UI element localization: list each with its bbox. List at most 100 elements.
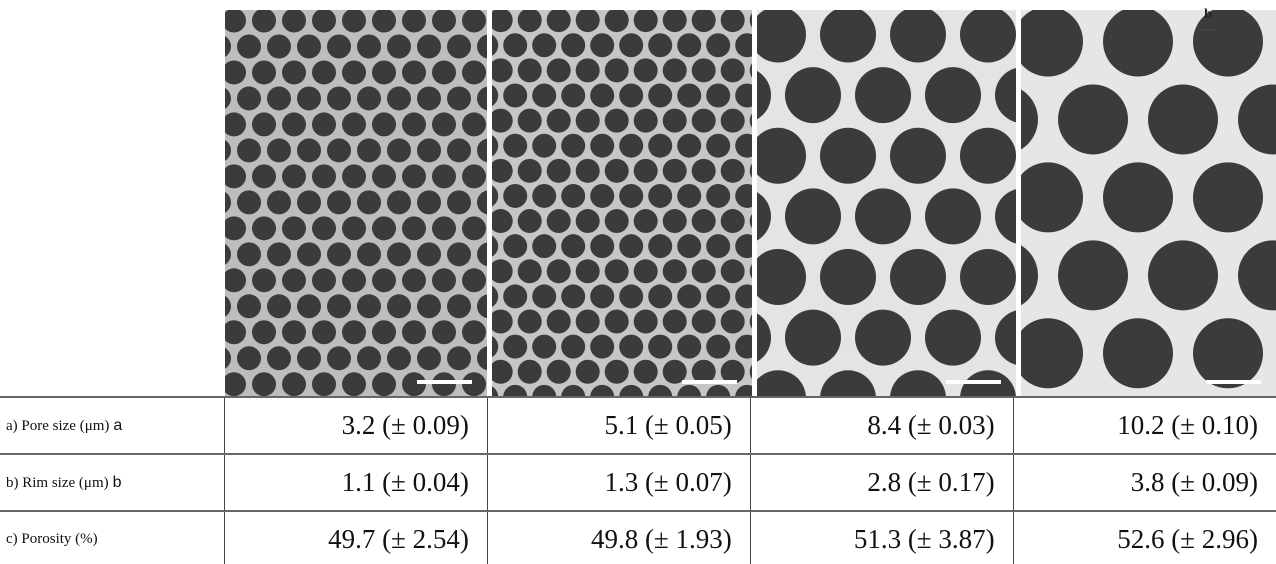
pore: [387, 34, 411, 58]
pore: [402, 268, 426, 292]
pore: [785, 188, 841, 244]
row-label: b) Rim size (μm): [6, 475, 109, 491]
sem-panel: [192, 0, 531, 396]
pore: [1013, 7, 1083, 77]
pore: [447, 86, 471, 110]
pore: [387, 294, 411, 318]
pore: [489, 360, 513, 384]
pore: [357, 86, 381, 110]
pore: [417, 190, 441, 214]
pore: [357, 242, 381, 266]
pore: [820, 249, 876, 305]
value-cell: 51.3 (± 3.87): [750, 511, 1013, 564]
pore: [297, 34, 321, 58]
pore: [489, 259, 513, 283]
pore: [605, 109, 629, 133]
table-row: c) Porosity (%)49.7 (± 2.54)49.8 (± 1.93…: [0, 511, 1276, 564]
pore: [252, 372, 276, 396]
pore: [619, 335, 643, 359]
row-label: c) Porosity (%): [6, 531, 98, 547]
pore: [503, 83, 527, 107]
pore: [1193, 162, 1263, 232]
pore: [619, 234, 643, 258]
pore: [432, 112, 456, 136]
pore: [1013, 162, 1083, 232]
pore: [1013, 318, 1083, 388]
pore: [855, 310, 911, 366]
pore: [855, 67, 911, 123]
pore: [735, 0, 759, 7]
pore: [721, 209, 745, 233]
pore: [372, 216, 396, 240]
pore: [663, 310, 687, 334]
pore: [462, 60, 486, 84]
pore: [432, 268, 456, 292]
pore: [518, 310, 542, 334]
pore: [855, 188, 911, 244]
pore: [561, 234, 585, 258]
pore: [432, 320, 456, 344]
pore: [417, 0, 441, 7]
pore: [462, 164, 486, 188]
pore: [677, 134, 701, 158]
pore: [402, 60, 426, 84]
value-cell: 3.2 (± 0.09): [225, 397, 488, 454]
pore: [677, 0, 701, 7]
pore: [282, 216, 306, 240]
pore: [432, 216, 456, 240]
pore: [222, 60, 246, 84]
pore: [960, 128, 1016, 184]
pore: [547, 58, 571, 82]
pore: [750, 249, 806, 305]
pore: [207, 346, 231, 370]
pore: [590, 33, 614, 57]
pore: [785, 67, 841, 123]
pore: [297, 242, 321, 266]
pore: [750, 7, 806, 63]
pore: [207, 0, 231, 7]
row-marker: a: [113, 417, 122, 434]
value-cell: 8.4 (± 0.03): [750, 397, 1013, 454]
pore: [462, 320, 486, 344]
pore: [462, 268, 486, 292]
pore: [342, 60, 366, 84]
pore: [1193, 318, 1263, 388]
pore: [312, 216, 336, 240]
pore: [192, 164, 216, 188]
pore: [576, 8, 600, 32]
pore: [237, 242, 261, 266]
pore: [282, 320, 306, 344]
pore: [222, 268, 246, 292]
value-cell: 2.8 (± 0.17): [750, 454, 1013, 511]
value-cell: 1.1 (± 0.04): [225, 454, 488, 511]
pore: [692, 310, 716, 334]
pore: [677, 284, 701, 308]
pore: [663, 8, 687, 32]
pore: [342, 112, 366, 136]
pore: [312, 9, 336, 33]
value-cell: 49.8 (± 1.93): [487, 511, 750, 564]
pore: [282, 9, 306, 33]
pore: [576, 310, 600, 334]
pore: [692, 58, 716, 82]
pore: [605, 159, 629, 183]
pore: [619, 33, 643, 57]
pore: [297, 86, 321, 110]
pore: [634, 159, 658, 183]
pore: [663, 259, 687, 283]
pore: [237, 0, 261, 7]
pore: [547, 109, 571, 133]
pore: [692, 8, 716, 32]
sem-panel: [460, 0, 789, 396]
pore: [648, 284, 672, 308]
pore: [402, 9, 426, 33]
pore: [237, 294, 261, 318]
pore: [297, 294, 321, 318]
pore: [207, 242, 231, 266]
pore: [532, 83, 556, 107]
pore: [327, 0, 351, 7]
pore: [267, 0, 291, 7]
pore: [1148, 240, 1218, 310]
pore: [342, 372, 366, 396]
figure-page: b a) Pore size (μm)a3.2 (± 0.09)5.1 (± 0…: [0, 0, 1276, 564]
